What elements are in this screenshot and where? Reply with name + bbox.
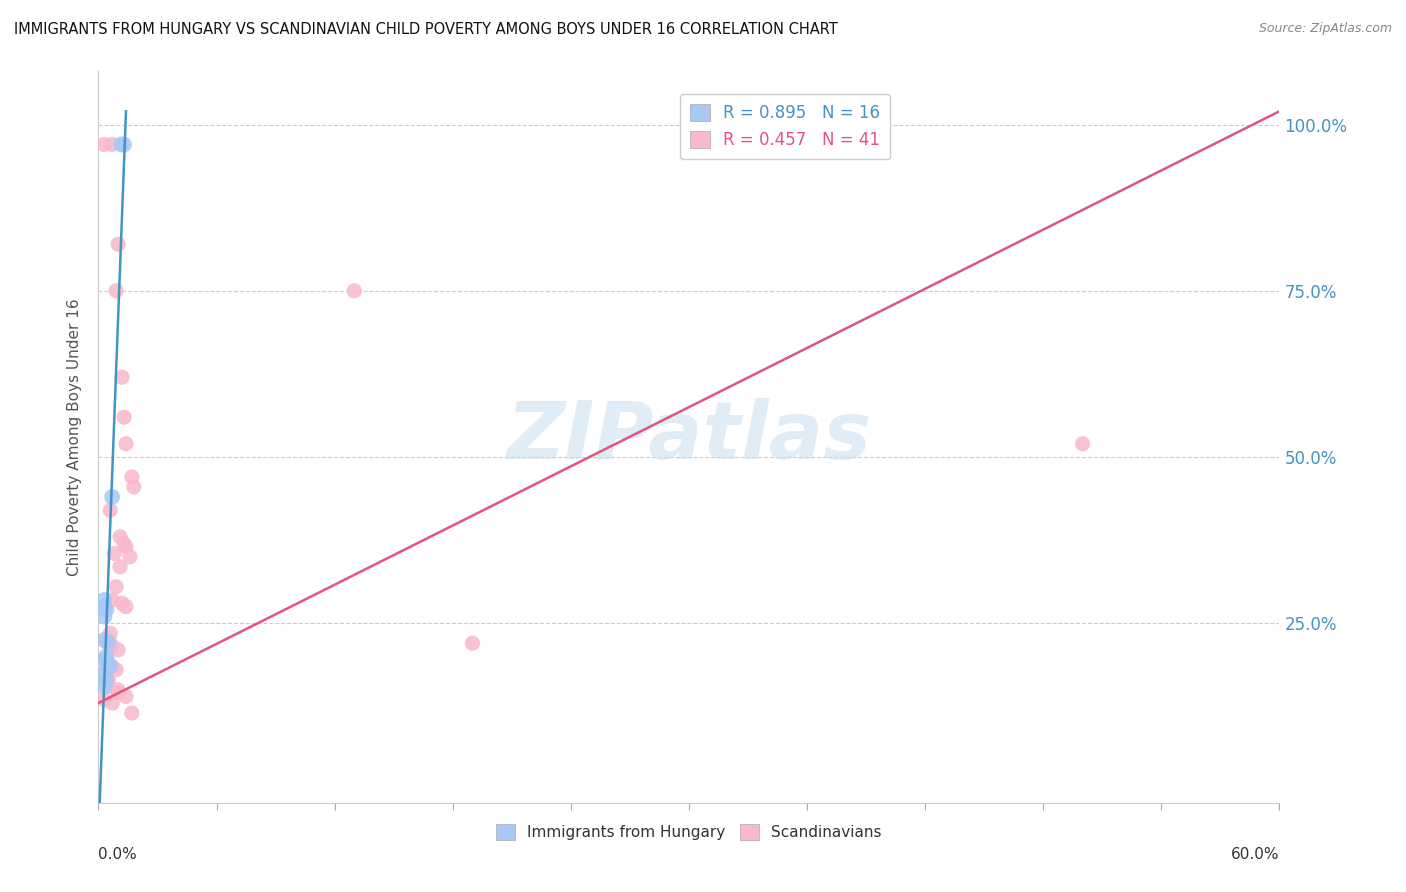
Point [96, 673, 118, 687]
Point [122, 480, 145, 494]
Point [98, 503, 121, 517]
Point [108, 530, 131, 544]
Point [107, 682, 129, 697]
Point [112, 137, 135, 152]
Point [96, 632, 118, 647]
Point [107, 643, 129, 657]
Point [108, 559, 131, 574]
Point [93, 599, 115, 614]
Point [93, 666, 115, 681]
Y-axis label: Child Poverty Among Boys Under 16: Child Poverty Among Boys Under 16 [67, 298, 83, 576]
Point [101, 137, 124, 152]
Point [97, 680, 120, 694]
Text: Source: ZipAtlas.com: Source: ZipAtlas.com [1258, 22, 1392, 36]
Point [110, 137, 132, 152]
Point [115, 599, 138, 614]
Point [93, 653, 115, 667]
Point [118, 549, 141, 564]
Point [461, 636, 484, 650]
Point [93, 632, 115, 647]
Point [115, 436, 138, 450]
Point [112, 536, 135, 550]
Point [343, 284, 366, 298]
Point [115, 690, 138, 704]
Point [105, 663, 128, 677]
Point [97, 636, 120, 650]
Point [98, 626, 121, 640]
Point [101, 490, 124, 504]
Point [107, 237, 129, 252]
Point [107, 686, 129, 700]
Point [101, 640, 124, 654]
Point [98, 659, 121, 673]
Point [121, 470, 143, 484]
Point [101, 593, 124, 607]
Point [101, 696, 124, 710]
Point [101, 659, 124, 673]
Point [111, 596, 134, 610]
Point [103, 546, 125, 560]
Point [93, 680, 115, 694]
Point [111, 370, 134, 384]
Point [115, 540, 138, 554]
Point [105, 284, 128, 298]
Point [93, 593, 115, 607]
Point [1071, 436, 1094, 450]
Text: IMMIGRANTS FROM HUNGARY VS SCANDINAVIAN CHILD POVERTY AMONG BOYS UNDER 16 CORREL: IMMIGRANTS FROM HUNGARY VS SCANDINAVIAN … [14, 22, 838, 37]
Point [97, 673, 120, 687]
Point [96, 653, 118, 667]
Point [96, 649, 118, 664]
Point [93, 609, 115, 624]
Legend: Immigrants from Hungary, Scandinavians: Immigrants from Hungary, Scandinavians [491, 818, 887, 847]
Point [93, 692, 115, 706]
Text: 60.0%: 60.0% [1232, 847, 1279, 862]
Point [105, 580, 128, 594]
Point [112, 410, 135, 425]
Text: 0.0%: 0.0% [98, 847, 138, 862]
Point [93, 137, 115, 152]
Point [96, 603, 118, 617]
Text: ZIPatlas: ZIPatlas [506, 398, 872, 476]
Point [93, 666, 115, 681]
Point [121, 706, 143, 720]
Point [97, 656, 120, 670]
Point [97, 656, 120, 670]
Point [98, 636, 121, 650]
